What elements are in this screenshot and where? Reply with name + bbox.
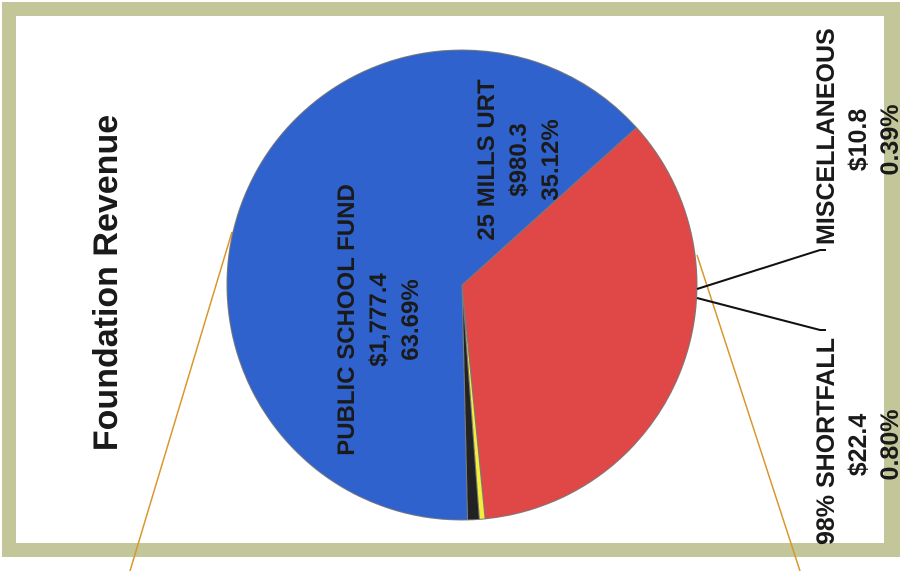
leader-line-left	[129, 231, 233, 571]
slice-percent-miscellaneous: 0.39%	[876, 105, 904, 176]
slice-label-miscellaneous: MISCELLANEOUS	[812, 28, 840, 245]
slice-label-shortfall: 98% SHORTFALL	[812, 338, 840, 545]
slice-percent-25-mills-urt: 35.12%	[537, 119, 564, 200]
pie-slice-public-school-fund	[226, 49, 638, 521]
chart-title: Foundation Revenue	[87, 115, 125, 451]
pie	[226, 49, 698, 521]
slice-percent-shortfall: 0.80%	[876, 410, 904, 481]
slice-percent-public-school-fund: 63.69%	[397, 279, 424, 360]
slice-label-25-mills-urt: 25 MILLS URT	[473, 79, 500, 241]
slice-label-public-school-fund: PUBLIC SCHOOL FUND	[333, 184, 360, 456]
pie-slice-25-mills-urt	[461, 126, 698, 520]
slice-value-miscellaneous: $10.8	[844, 109, 872, 172]
slice-value-shortfall: $22.4	[844, 414, 872, 477]
leader-line-right	[696, 254, 801, 571]
callout-line-shortfall	[696, 297, 826, 331]
slice-value-public-school-fund: $1,777.4	[365, 273, 392, 367]
callout-line-miscellaneous	[696, 249, 826, 290]
slice-value-25-mills-urt: $980.3	[505, 123, 532, 196]
